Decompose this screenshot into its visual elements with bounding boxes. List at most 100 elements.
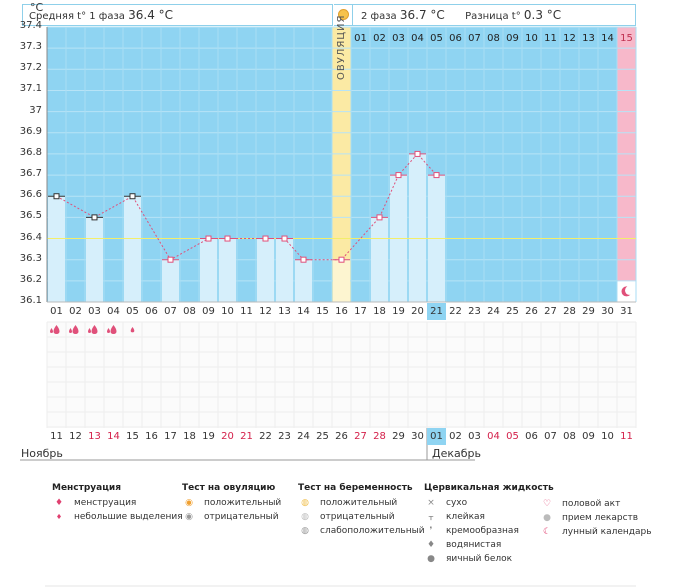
date-label[interactable]: 17 (164, 431, 177, 442)
x-tick-label[interactable]: 20 (411, 306, 424, 317)
diff-value: 0.3 °C (523, 8, 562, 22)
date-label[interactable]: 08 (563, 431, 576, 442)
x-tick-label[interactable]: 01 (50, 306, 63, 317)
x-tick-label[interactable]: 06 (145, 306, 158, 317)
legend-item: кремообразная (446, 526, 519, 536)
x-tick-label[interactable]: 13 (278, 306, 291, 317)
menstruation-drop-icon (53, 325, 60, 334)
date-label[interactable]: 28 (373, 431, 386, 442)
date-label[interactable]: 03 (468, 431, 481, 442)
legend-cervical-fluid: Цервикальная жидкость × сухо ᚁ клейкая ❜ кр… (424, 483, 554, 566)
date-label[interactable]: 13 (88, 431, 101, 442)
date-label[interactable]: 02 (449, 431, 462, 442)
legend-item: менструация (74, 498, 137, 508)
temperature-bar (295, 259, 312, 302)
data-point (395, 172, 402, 179)
date-label[interactable]: 20 (221, 431, 234, 442)
date-label[interactable]: 04 (487, 431, 500, 442)
cycle-day-top: 15 (620, 33, 633, 44)
data-point (414, 150, 421, 157)
cycle-day-top: 02 (373, 33, 386, 44)
y-tick-label: 37.2 (19, 62, 42, 74)
y-tick-label: 36.2 (19, 273, 42, 285)
x-tick-label[interactable]: 23 (468, 306, 481, 317)
date-label[interactable]: 07 (544, 431, 557, 442)
date-label[interactable]: 14 (107, 431, 120, 442)
cycle-day-top: 14 (601, 33, 614, 44)
x-tick-label[interactable]: 28 (563, 306, 576, 317)
drop-small-icon: ♦ (55, 513, 63, 521)
x-tick-label[interactable]: 26 (525, 306, 538, 317)
dry-icon: × (427, 498, 435, 508)
x-tick-label[interactable]: 07 (164, 306, 177, 317)
x-tick-label[interactable]: 05 (126, 306, 139, 317)
x-tick-label[interactable]: 15 (316, 306, 329, 317)
x-tick-label[interactable]: 18 (373, 306, 386, 317)
y-tick-label: 36.7 (19, 168, 42, 180)
date-label[interactable]: 27 (354, 431, 367, 442)
y-tick-label: 37.1 (19, 83, 42, 95)
date-label[interactable]: 11 (50, 431, 63, 442)
x-tick-label[interactable]: 03 (88, 306, 101, 317)
date-label[interactable]: 29 (392, 431, 405, 442)
menstruation-drop-icon (107, 328, 110, 333)
x-tick-label[interactable]: 19 (392, 306, 405, 317)
date-label[interactable]: 26 (335, 431, 348, 442)
legend-menstruation: Менструация ♦ менструация ♦ небольшие выде… (52, 483, 183, 524)
x-tick-label[interactable]: 17 (354, 306, 367, 317)
date-label[interactable]: 05 (506, 431, 519, 442)
date-label[interactable]: 22 (259, 431, 272, 442)
legend-title: Цервикальная жидкость (424, 483, 554, 493)
date-label[interactable]: 12 (69, 431, 82, 442)
data-point (91, 214, 98, 221)
x-tick-label[interactable]: 09 (202, 306, 215, 317)
x-tick-label[interactable]: 04 (107, 306, 120, 317)
data-point (224, 235, 231, 242)
menstruation-drop-icon (91, 325, 98, 334)
date-label[interactable]: 09 (582, 431, 595, 442)
date-label[interactable]: 30 (411, 431, 424, 442)
temperature-bar (124, 196, 141, 302)
date-label[interactable]: 10 (601, 431, 614, 442)
diff-label: Разница t° (465, 11, 521, 22)
x-tick-label[interactable]: 12 (259, 306, 272, 317)
x-tick-label[interactable]: 30 (601, 306, 614, 317)
y-tick-label: 36.8 (19, 146, 42, 158)
legend-item: водянистая (446, 540, 502, 550)
x-tick-label[interactable]: 24 (487, 306, 500, 317)
x-tick-label[interactable]: 11 (240, 306, 253, 317)
date-label[interactable]: 19 (202, 431, 215, 442)
watery-icon: ♦ (426, 540, 436, 550)
date-label[interactable]: 18 (183, 431, 196, 442)
x-tick-label[interactable]: 08 (183, 306, 196, 317)
date-label[interactable]: 21 (240, 431, 253, 442)
cycle-day-top: 07 (468, 33, 481, 44)
cycle-day-top: 12 (563, 33, 576, 44)
temperature-bar (333, 259, 350, 302)
date-label[interactable]: 25 (316, 431, 329, 442)
x-tick-label[interactable]: 25 (506, 306, 519, 317)
date-label[interactable]: 23 (278, 431, 291, 442)
positive-pregnancy-icon: ◍ (301, 498, 309, 508)
x-tick-label[interactable]: 22 (449, 306, 462, 317)
cycle-day-top: 09 (506, 33, 519, 44)
y-tick-label: 36.6 (19, 189, 42, 201)
x-tick-label[interactable]: 29 (582, 306, 595, 317)
x-tick-label[interactable]: 14 (297, 306, 310, 317)
x-tick-label[interactable]: 02 (69, 306, 82, 317)
x-tick-label[interactable]: 27 (544, 306, 557, 317)
date-label[interactable]: 15 (126, 431, 139, 442)
date-label[interactable]: 01 (430, 431, 443, 442)
date-label[interactable]: 24 (297, 431, 310, 442)
date-label[interactable]: 11 (620, 431, 633, 442)
legend-pregnancy-test: Тест на беременность ◍ положительный ◍ отр… (298, 483, 425, 538)
x-tick-label[interactable]: 21 (430, 306, 443, 317)
x-tick-label[interactable]: 10 (221, 306, 234, 317)
date-label[interactable]: 06 (525, 431, 538, 442)
x-tick-label[interactable]: 31 (620, 306, 633, 317)
positive-ovulation-icon: ◉ (185, 498, 193, 508)
date-label[interactable]: 16 (145, 431, 158, 442)
x-tick-label[interactable]: 16 (335, 306, 348, 317)
cycle-day-top: 10 (525, 33, 538, 44)
data-point (376, 214, 383, 221)
